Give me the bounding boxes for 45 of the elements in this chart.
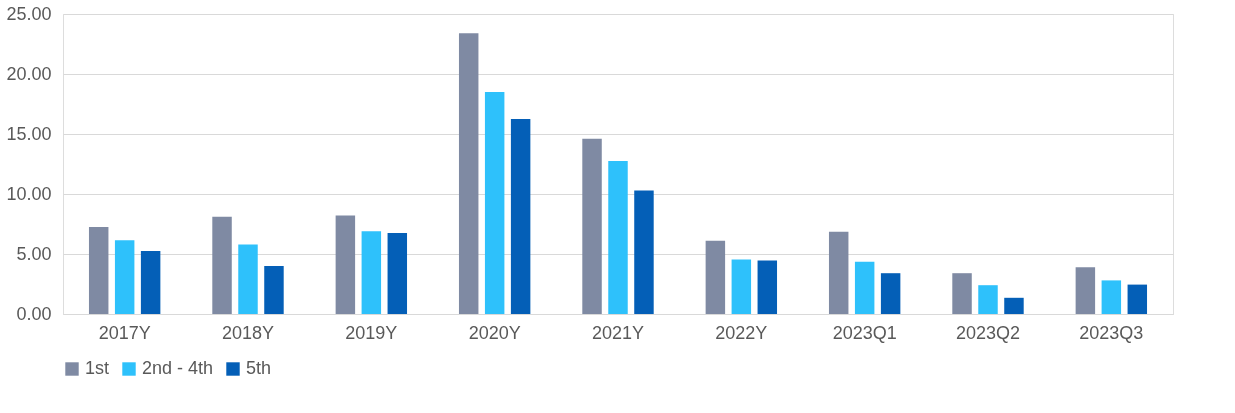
bar (608, 161, 628, 314)
legend-label: 1st (85, 358, 110, 378)
y-tick-label: 20.00 (6, 63, 52, 84)
x-tick-label: 2017Y (98, 322, 151, 343)
bar (1127, 284, 1148, 314)
x-tick-label: 2023Q3 (1079, 322, 1144, 343)
bar (238, 244, 258, 314)
bar (88, 227, 109, 314)
y-tick-label: 25.00 (6, 3, 52, 24)
bar (757, 260, 778, 314)
bar (705, 240, 726, 314)
bar (264, 266, 284, 314)
bar (952, 273, 972, 314)
bar (140, 251, 161, 314)
bar (458, 33, 479, 314)
x-tick-label: 2022Y (715, 322, 768, 343)
x-tick-label: 2020Y (468, 322, 521, 343)
y-tick-label: 15.00 (6, 123, 52, 144)
bar (1004, 297, 1024, 314)
x-tick-label: 2019Y (345, 322, 398, 343)
bar (484, 92, 505, 314)
x-tick-label: 2021Y (591, 322, 645, 343)
x-tick-label: 2023Q2 (955, 322, 1021, 343)
bar (828, 231, 849, 314)
legend-label: 2nd - 4th (142, 358, 214, 378)
bar (854, 261, 875, 314)
bar (114, 240, 135, 314)
bar (978, 285, 998, 314)
bar (1075, 267, 1096, 314)
y-tick-label: 0.00 (16, 303, 52, 324)
bar (335, 215, 356, 314)
bar (582, 138, 602, 314)
bar (634, 190, 654, 314)
y-tick-label: 10.00 (6, 183, 52, 204)
bar (212, 216, 232, 314)
y-tick-label: 5.00 (16, 243, 52, 264)
bar (731, 259, 752, 314)
bar (510, 119, 531, 314)
legend-label: 5th (246, 358, 272, 378)
bar (880, 273, 901, 314)
bar (361, 231, 382, 314)
x-tick-label: 2018Y (221, 322, 275, 343)
bar (387, 233, 408, 314)
x-tick-label: 2023Q1 (832, 322, 897, 343)
bar (1101, 280, 1122, 314)
